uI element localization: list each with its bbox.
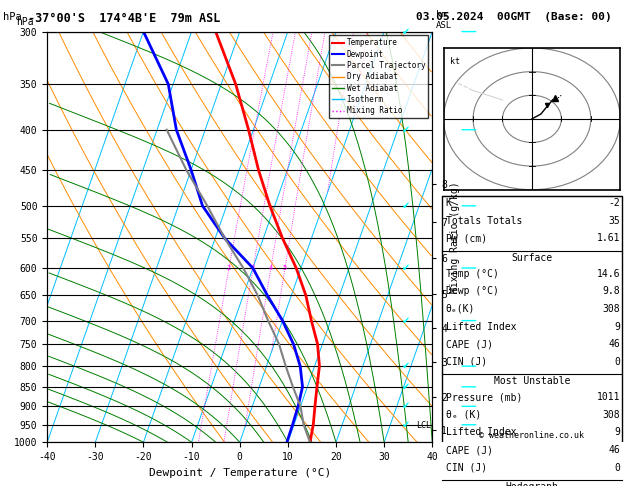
Text: ✔: ✔ (402, 27, 409, 36)
Text: Dewp (°C): Dewp (°C) (445, 286, 498, 296)
Text: Totals Totals: Totals Totals (445, 216, 522, 226)
Text: hPa: hPa (16, 17, 34, 28)
Text: 9: 9 (615, 322, 620, 331)
Text: -37°00'S  174°4B'E  79m ASL: -37°00'S 174°4B'E 79m ASL (28, 12, 221, 25)
Text: ✔: ✔ (402, 420, 409, 430)
Text: 4: 4 (269, 265, 273, 271)
Y-axis label: Mixing Ratio (g/kg): Mixing Ratio (g/kg) (450, 181, 460, 293)
Text: 2: 2 (227, 265, 231, 271)
Text: LCL: LCL (416, 421, 431, 430)
X-axis label: Dewpoint / Temperature (°C): Dewpoint / Temperature (°C) (148, 468, 331, 478)
Text: CIN (J): CIN (J) (445, 357, 487, 367)
Text: ✔: ✔ (402, 401, 409, 411)
Text: Lifted Index: Lifted Index (445, 322, 516, 331)
Text: ✔: ✔ (402, 263, 409, 273)
Text: 14.6: 14.6 (597, 269, 620, 278)
Text: ✔: ✔ (402, 125, 409, 135)
Text: Temp (°C): Temp (°C) (445, 269, 498, 278)
Text: CAPE (J): CAPE (J) (445, 339, 493, 349)
Text: PW (cm): PW (cm) (445, 233, 487, 243)
Text: θₑ (K): θₑ (K) (445, 410, 481, 420)
Text: 46: 46 (608, 339, 620, 349)
Text: θₑ(K): θₑ(K) (445, 304, 475, 314)
Text: 9: 9 (615, 428, 620, 437)
Text: Surface: Surface (511, 253, 552, 262)
Text: 308: 308 (603, 304, 620, 314)
Text: 3: 3 (251, 265, 255, 271)
Text: ✔: ✔ (402, 315, 409, 326)
Text: hPa: hPa (3, 12, 22, 22)
Text: © weatheronline.co.uk: © weatheronline.co.uk (479, 431, 584, 440)
Text: 1011: 1011 (597, 392, 620, 402)
Text: km
ASL: km ASL (436, 10, 452, 30)
Text: 03.05.2024  00GMT  (Base: 00): 03.05.2024 00GMT (Base: 00) (416, 12, 612, 22)
Text: 1.61: 1.61 (597, 233, 620, 243)
Text: Pressure (mb): Pressure (mb) (445, 392, 522, 402)
Text: CIN (J): CIN (J) (445, 463, 487, 473)
Text: 46: 46 (608, 445, 620, 455)
Legend: Temperature, Dewpoint, Parcel Trajectory, Dry Adiabat, Wet Adiabat, Isotherm, Mi: Temperature, Dewpoint, Parcel Trajectory… (329, 35, 428, 118)
Text: 0: 0 (615, 357, 620, 367)
Text: Lifted Index: Lifted Index (445, 428, 516, 437)
Text: Hodograph: Hodograph (506, 482, 559, 486)
Text: 35: 35 (608, 216, 620, 226)
Text: 5: 5 (283, 265, 287, 271)
Text: -2: -2 (608, 198, 620, 208)
Text: 9.8: 9.8 (603, 286, 620, 296)
Text: CAPE (J): CAPE (J) (445, 445, 493, 455)
Text: K: K (445, 198, 452, 208)
Text: Most Unstable: Most Unstable (494, 376, 570, 386)
Text: 308: 308 (603, 410, 620, 420)
Text: ✔: ✔ (402, 382, 409, 392)
Text: 0: 0 (615, 463, 620, 473)
Text: ✔: ✔ (402, 201, 409, 211)
Text: ✔: ✔ (402, 361, 409, 371)
